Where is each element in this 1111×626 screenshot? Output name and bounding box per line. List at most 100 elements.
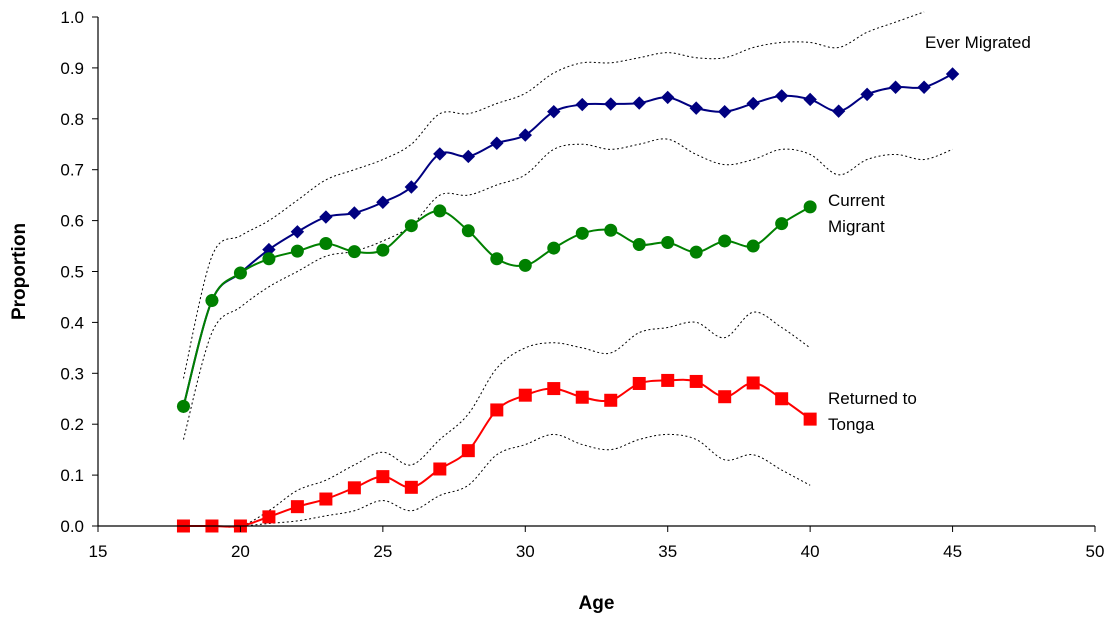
current-migrant-point (490, 252, 504, 266)
current-migrant-label-line: Migrant (828, 217, 885, 236)
current-migrant-point (718, 234, 732, 248)
ever-migrated-point (319, 210, 333, 224)
ever-migrated-point (547, 104, 561, 119)
returned-to-tonga-label: Returned to Tonga (828, 389, 917, 434)
current-migrant-point (262, 252, 276, 266)
returned-to-tonga-point (290, 500, 304, 514)
y-axis-title: Proportion (9, 223, 30, 320)
y-tick-label: 1.0 (60, 8, 84, 27)
x-tick-label: 40 (801, 542, 820, 561)
ever-migrated-point (860, 87, 874, 102)
returned-to-tonga-point (803, 412, 817, 426)
x-tick-label: 50 (1086, 542, 1105, 561)
x-tick-label: 35 (658, 542, 677, 561)
current-migrant-point (661, 235, 675, 249)
current-migrant-point (461, 224, 475, 238)
x-tick-label: 20 (231, 542, 250, 561)
returned-to-tonga-label-line: Returned to (828, 389, 917, 408)
returned-to-tonga-label-line: Tonga (828, 415, 875, 434)
ever-migrated-point (347, 206, 362, 220)
confidence-bands (182, 11, 953, 528)
returned-to-tonga-point (547, 382, 561, 396)
y-tick-label: 0.1 (60, 466, 84, 485)
ever-migrated-line (182, 73, 954, 407)
current-migrant-point (632, 238, 646, 252)
returned-to-tonga-point (461, 444, 475, 458)
ever-migrated-point (831, 104, 846, 118)
ever-migrated-label-line: Ever Migrated (925, 33, 1031, 52)
current-migrant-point (319, 237, 333, 251)
returned-to-tonga-point (262, 510, 276, 524)
x-tick-label: 30 (516, 542, 535, 561)
y-tick-label: 0.5 (60, 263, 84, 282)
returned-to-tonga-point (746, 376, 760, 390)
ever-migrated-point (604, 97, 618, 111)
x-tick-label: 25 (373, 542, 392, 561)
current-migrant-point (746, 239, 760, 253)
ever-migrated-ci-upper-line (182, 11, 925, 379)
ever-migrated-point (404, 180, 419, 194)
ever-migrated-point (746, 96, 760, 111)
ever-migrated-point (803, 92, 817, 107)
ever-migrated-point (433, 147, 447, 161)
axes (92, 16, 1096, 532)
ever-migrated-point (490, 136, 504, 150)
returned-to-tonga-point (604, 393, 618, 407)
returned-to-tonga-point (718, 390, 732, 404)
y-tick-label: 0.0 (60, 517, 84, 536)
y-tick-label: 0.9 (60, 59, 84, 78)
y-tick-label: 0.4 (60, 313, 84, 332)
y-tick-label: 0.8 (60, 110, 84, 129)
y-tick-label: 0.7 (60, 161, 84, 180)
tick-labels: 0.0 0.1 0.2 0.3 0.4 0.5 0.6 0.7 0.8 0.9 1.0 15 20 25 3… (60, 8, 1104, 561)
ever-migrated-point (376, 195, 390, 209)
series-lines (182, 73, 954, 528)
current-migrant-point (347, 245, 361, 259)
x-tick-label: 45 (943, 542, 962, 561)
returned-to-tonga-point (575, 390, 589, 404)
ever-migrated-point (945, 67, 960, 81)
returned-to-tonga-point (319, 492, 333, 506)
returned-to-tonga-point (775, 392, 789, 406)
returned-to-tonga-point (490, 403, 504, 417)
ever-migrated-point (717, 104, 732, 119)
current-migrant-point (575, 226, 589, 240)
series-markers (176, 67, 960, 533)
current-migrant-label: Current Migrant (828, 191, 885, 236)
y-tick-label: 0.6 (60, 212, 84, 231)
ever-migrated-point (575, 97, 589, 112)
ever-migrated-point (661, 90, 675, 105)
current-migrant-point (803, 200, 817, 214)
returned-to-tonga-point (433, 462, 447, 476)
ever-migrated-point (290, 225, 305, 239)
current-migrant-point (404, 219, 418, 233)
current-migrant-point (433, 204, 447, 218)
y-tick-label: 0.2 (60, 415, 84, 434)
ever-migrated-point (774, 89, 789, 103)
returned-to-tonga-point (347, 481, 361, 495)
ever-migrated-point (917, 80, 931, 94)
current-migrant-line (182, 205, 811, 407)
y-tick-label: 0.3 (60, 364, 84, 383)
current-migrant-label-line: Current (828, 191, 885, 210)
current-migrant-point (176, 399, 190, 413)
returned-to-tonga-point (661, 373, 675, 387)
x-axis-title: Age (579, 593, 615, 614)
current-migrant-point (233, 266, 247, 280)
returned-to-tonga-point (376, 470, 390, 484)
current-migrant-point (376, 243, 390, 257)
series-labels: Ever Migrated Current Migrant Returned to To… (828, 33, 1031, 434)
ever-migrated-point (888, 80, 903, 94)
current-migrant-point (547, 241, 561, 255)
ever-migrated-point (518, 128, 532, 142)
current-migrant-point (604, 223, 618, 237)
ever-migrated-label: Ever Migrated (925, 33, 1031, 52)
current-migrant-point (518, 258, 532, 272)
returned-to-tonga-point (404, 480, 418, 494)
returned-to-tonga-point (632, 376, 646, 390)
returned-to-tonga-ci-lower-line (183, 433, 811, 527)
current-migrant-point (775, 217, 789, 231)
returned-to-tonga-ci-upper-line (183, 311, 811, 528)
ever-migrated-point (461, 149, 476, 164)
